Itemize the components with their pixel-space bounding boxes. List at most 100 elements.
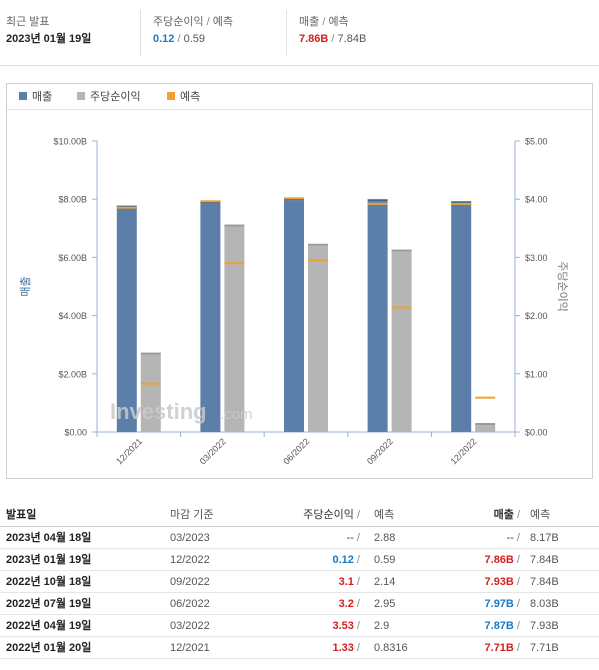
table-row: 2022년 10월 18일 09/2022 3.1 / 2.14 7.93B / 7.84… bbox=[0, 571, 599, 593]
eps-bar-cap bbox=[475, 423, 496, 426]
left-tick-label: $2.00B bbox=[58, 369, 87, 379]
revenue-bar bbox=[451, 203, 472, 432]
left-tick-label: $0.00 bbox=[64, 428, 87, 438]
revenue-forecast-marker bbox=[116, 206, 137, 209]
right-tick-label: $1.00 bbox=[525, 369, 548, 379]
summary-divider bbox=[286, 10, 287, 56]
latest-release-label: 최근 발표 bbox=[6, 16, 50, 28]
revenue-bar-cap bbox=[367, 199, 388, 202]
row-revenue-forecast: 7.71B bbox=[530, 642, 559, 654]
row-revenue-value: 7.86B bbox=[484, 554, 514, 566]
row-revenue-value: 7.93B bbox=[484, 576, 514, 588]
table-row: 2023년 01월 19일 12/2022 0.12 /0.59 7.86B /7.8… bbox=[0, 549, 599, 571]
x-tick-label: 06/2022 bbox=[281, 436, 311, 466]
legend-eps[interactable]: 주당순이익 bbox=[77, 90, 141, 104]
row-period: 12/2022 bbox=[170, 554, 210, 566]
row-eps-forecast: 2.14 bbox=[374, 576, 396, 588]
header-eps[interactable]: 주당순이익 / bbox=[303, 509, 360, 521]
eps-forecast-marker bbox=[475, 396, 496, 399]
row-eps: 1.33 / bbox=[332, 642, 360, 654]
row-eps: 3.1 / bbox=[338, 576, 360, 588]
revenue-bar bbox=[116, 207, 137, 432]
right-tick-label: $5.00 bbox=[525, 137, 548, 147]
eps-bar bbox=[224, 226, 245, 432]
row-revenue-forecast: 7.84B bbox=[530, 554, 559, 566]
table-row: 2022년 04월 19일 03/2022 3.53 / 2.9 7.87B / 7.93… bbox=[0, 615, 599, 637]
row-period: 06/2022 bbox=[170, 598, 210, 610]
row-eps: 3.53 / bbox=[332, 620, 360, 632]
row-date: 2023년 01월 19일 bbox=[6, 554, 92, 566]
latest-release-date: 2023년 01월 19일 bbox=[6, 33, 92, 45]
x-tick-label: 03/2022 bbox=[198, 436, 228, 466]
eps-bar-cap bbox=[140, 352, 161, 355]
row-eps: -- / bbox=[346, 532, 360, 544]
header-revenue[interactable]: 매출 / bbox=[493, 509, 520, 521]
row-eps-value: 3.1 bbox=[338, 576, 354, 588]
x-tick-label: 12/2021 bbox=[114, 436, 144, 466]
row-eps-value: -- bbox=[346, 532, 354, 544]
header-period[interactable]: 마감 기준 bbox=[170, 509, 214, 521]
eps-bar-cap bbox=[308, 243, 328, 246]
eps-forecast-marker bbox=[224, 262, 245, 265]
left-tick-label: $8.00B bbox=[58, 195, 87, 205]
row-date: 2022년 10월 18일 bbox=[6, 576, 92, 588]
left-tick-label: $4.00B bbox=[58, 311, 87, 321]
table-row: 2022년 07월 19일 06/2022 3.2 / 2.95 7.97B / 8.03… bbox=[0, 593, 599, 615]
eps-forecast-marker bbox=[391, 306, 412, 309]
revenue-forecast-marker bbox=[284, 197, 304, 200]
eps-forecast: 0.59 bbox=[183, 33, 206, 45]
row-revenue-forecast: 7.84B bbox=[530, 576, 559, 588]
eps-summary-label: 주당순이익 / 예측 bbox=[153, 16, 234, 28]
earnings-table: 발표일 마감 기준 주당순이익 / 예측 매출 / 예측 2023년 04월 1… bbox=[0, 503, 599, 659]
left-tick-label: $6.00B bbox=[58, 253, 87, 263]
revenue-forecast-marker bbox=[451, 202, 472, 205]
row-revenue: 7.71B / bbox=[484, 642, 520, 654]
revenue-forecast-marker bbox=[200, 200, 221, 203]
row-period: 09/2022 bbox=[170, 576, 210, 588]
right-tick-label: $2.00 bbox=[525, 311, 548, 321]
earnings-chart-panel: 매출 주당순이익 예측 $0.00 $0.00 $2.00B $1.00 $4.00B $… bbox=[6, 83, 593, 479]
row-revenue: -- / bbox=[506, 532, 520, 544]
legend-revenue[interactable]: 매출 bbox=[19, 90, 52, 104]
revenue-forecast-marker bbox=[367, 202, 388, 205]
revenue-summary: 매출 / 예측 7.86B / 7.84B bbox=[299, 14, 366, 54]
row-date: 2023년 04월 18일 bbox=[6, 532, 92, 544]
row-eps-value: 1.33 bbox=[332, 642, 354, 654]
row-date: 2022년 07월 19일 bbox=[6, 598, 92, 610]
earnings-summary: 최근 발표 2023년 01월 19일 주당순이익 / 예측 0.12 / 0.… bbox=[0, 0, 599, 66]
row-eps-forecast: 0.59 bbox=[374, 554, 396, 566]
header-revenue-forecast[interactable]: 예측 bbox=[530, 509, 551, 521]
row-period: 12/2021 bbox=[170, 642, 210, 654]
row-date: 2022년 04월 19일 bbox=[6, 620, 92, 632]
x-tick-label: 12/2022 bbox=[449, 436, 479, 466]
header-date[interactable]: 발표일 bbox=[6, 509, 37, 521]
eps-summary: 주당순이익 / 예측 0.12 / 0.59 bbox=[153, 14, 233, 54]
row-revenue: 7.93B / bbox=[484, 576, 520, 588]
eps-bar bbox=[475, 425, 496, 432]
row-eps-forecast: 2.9 bbox=[374, 620, 390, 632]
row-eps-forecast: 0.8316 bbox=[374, 642, 408, 654]
revenue-bar bbox=[367, 201, 388, 432]
header-eps-forecast[interactable]: 예측 bbox=[374, 509, 395, 521]
right-tick-label: $3.00 bbox=[525, 253, 548, 263]
latest-release: 최근 발표 2023년 01월 19일 bbox=[6, 14, 91, 54]
watermark-suffix: .com bbox=[220, 406, 253, 423]
row-eps-value: 3.53 bbox=[332, 620, 354, 632]
eps-bar bbox=[308, 245, 328, 432]
row-eps: 3.2 / bbox=[338, 598, 360, 610]
row-revenue: 7.87B / bbox=[484, 620, 520, 632]
revenue-summary-label: 매출 / 예측 bbox=[299, 16, 349, 28]
x-tick-label: 09/2022 bbox=[365, 436, 395, 466]
right-axis-title: 주당순이익 bbox=[556, 261, 569, 312]
row-revenue: 7.86B / bbox=[484, 554, 520, 566]
row-revenue-forecast: 8.17B bbox=[530, 532, 559, 544]
left-axis-title: 매출 bbox=[19, 276, 32, 296]
eps-bar-cap bbox=[224, 224, 245, 227]
revenue-bar bbox=[200, 202, 221, 432]
legend-forecast[interactable]: 예측 bbox=[167, 90, 200, 104]
eps-actual: 0.12 bbox=[153, 33, 175, 45]
left-tick-label: $10.00B bbox=[53, 137, 87, 147]
revenue-actual: 7.86B bbox=[299, 33, 329, 45]
revenue-summary-values: 7.86B / 7.84B bbox=[299, 33, 367, 45]
row-revenue-forecast: 7.93B bbox=[530, 620, 559, 632]
